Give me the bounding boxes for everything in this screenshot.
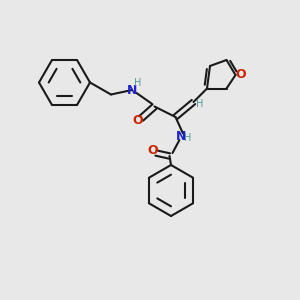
Text: H: H (134, 78, 141, 88)
Text: N: N (127, 83, 137, 97)
Text: O: O (147, 144, 158, 158)
Text: O: O (235, 68, 246, 81)
Text: H: H (196, 98, 204, 109)
Text: N: N (176, 130, 187, 143)
Text: H: H (184, 133, 192, 143)
Text: O: O (133, 113, 143, 127)
